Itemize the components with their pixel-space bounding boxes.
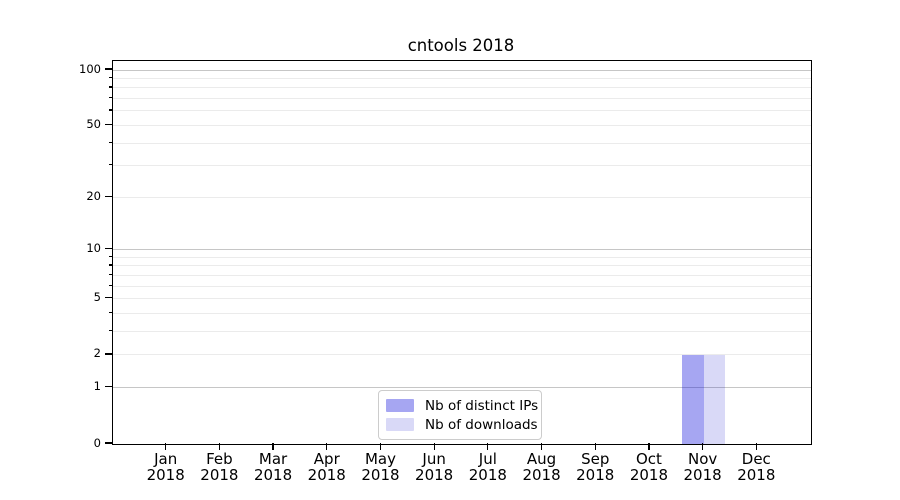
x-tick-mark <box>218 443 220 450</box>
x-tick-mark <box>379 443 382 450</box>
gridline-minor <box>113 110 811 112</box>
y-minor-tick-mark <box>109 141 112 143</box>
gridline-major <box>113 387 811 389</box>
gridline-minor <box>113 313 811 315</box>
x-tick-year: 2018 <box>253 465 293 484</box>
x-tick-year: 2018 <box>307 465 346 484</box>
x-tick-year: 2018 <box>522 465 561 484</box>
y-tick-label: 20 <box>86 188 101 203</box>
x-tick-label: Aug 2018 <box>513 451 571 484</box>
x-tick-mark <box>165 443 167 450</box>
y-minor-tick-mark <box>109 77 112 79</box>
x-tick-mark <box>326 443 328 450</box>
x-tick-year: 2018 <box>468 465 507 484</box>
y-minor-tick-mark <box>109 164 112 166</box>
y-tick-label: 0 <box>93 435 101 450</box>
x-tick-mark <box>594 443 596 450</box>
chart-title: cntools 2018 <box>407 36 515 55</box>
x-tick-label: Sep 2018 <box>566 451 624 484</box>
y-minor-tick-mark <box>109 330 112 332</box>
x-tick-mark <box>755 443 757 450</box>
y-tick-mark <box>105 297 112 299</box>
gridline-major <box>113 69 811 71</box>
x-tick-mark <box>272 443 274 450</box>
legend-swatch-downloads <box>386 418 414 431</box>
x-tick-mark <box>487 443 489 450</box>
y-minor-tick-mark <box>109 86 112 88</box>
y-minor-tick-mark <box>109 109 112 111</box>
legend-entry-downloads: Nb of downloads <box>386 415 538 434</box>
y-minor-tick-mark <box>109 284 112 287</box>
y-tick-label: 50 <box>86 116 101 131</box>
y-tick-mark <box>105 353 112 355</box>
gridline-minor <box>113 124 811 126</box>
gridline-major <box>113 249 811 251</box>
x-tick-label: Jun 2018 <box>405 451 463 484</box>
x-tick-label: Oct 2018 <box>620 451 678 484</box>
gridline-minor <box>113 275 811 277</box>
x-tick-year: 2018 <box>361 465 400 484</box>
legend-label-downloads: Nb of downloads <box>425 416 538 433</box>
gridline-minor <box>113 142 811 144</box>
legend: Nb of distinct IPs Nb of downloads <box>378 390 542 440</box>
gridline-minor <box>113 256 811 258</box>
y-tick-mark <box>105 195 112 197</box>
x-tick-label: May 2018 <box>351 451 409 484</box>
x-tick-mark <box>433 443 435 450</box>
y-minor-tick-mark <box>109 264 112 266</box>
gridline-minor <box>113 298 811 300</box>
x-tick-year: 2018 <box>200 465 239 484</box>
x-tick-mark <box>540 443 543 450</box>
gridline-minor <box>113 165 811 167</box>
y-minor-tick-mark <box>109 312 112 314</box>
x-tick-label: Jan 2018 <box>137 451 195 484</box>
legend-entry-distinct-ips: Nb of distinct IPs <box>386 396 538 415</box>
y-tick-label: 2 <box>93 346 101 361</box>
x-tick-year: 2018 <box>683 465 722 484</box>
y-tick-mark <box>105 123 112 126</box>
y-minor-tick-mark <box>109 97 112 99</box>
x-tick-label: Nov 2018 <box>674 451 732 484</box>
gridline-minor <box>113 196 811 198</box>
y-tick-label: 1 <box>93 379 101 394</box>
x-tick-year: 2018 <box>146 465 185 484</box>
legend-swatch-distinct-ips <box>386 399 414 412</box>
x-tick-year: 2018 <box>629 465 669 484</box>
bar-distinct-ips <box>682 354 704 444</box>
x-tick-year: 2018 <box>737 465 776 484</box>
gridline-minor <box>113 78 811 80</box>
y-minor-tick-mark <box>109 274 112 276</box>
x-tick-mark <box>702 443 704 450</box>
y-minor-tick-mark <box>109 255 112 258</box>
bar-downloads <box>703 354 726 444</box>
x-tick-label: Apr 2018 <box>298 451 356 484</box>
y-tick-mark <box>105 68 112 70</box>
gridline-minor <box>113 98 811 100</box>
y-tick-label: 100 <box>79 61 101 76</box>
y-tick-mark <box>105 442 112 444</box>
x-tick-mark <box>648 443 650 450</box>
x-tick-label: Dec 2018 <box>727 451 785 484</box>
y-tick-label: 5 <box>93 290 101 305</box>
legend-label-distinct-ips: Nb of distinct IPs <box>425 397 539 414</box>
y-tick-mark <box>105 248 112 250</box>
gridline-minor <box>113 285 811 287</box>
x-tick-label: Mar 2018 <box>244 451 302 484</box>
plot-area <box>112 60 812 445</box>
gridline-minor <box>113 87 811 89</box>
gridline-minor <box>113 265 811 267</box>
gridline-minor <box>113 354 811 356</box>
x-tick-year: 2018 <box>576 465 615 484</box>
gridline-minor <box>113 331 811 333</box>
x-tick-label: Feb 2018 <box>190 451 248 484</box>
y-tick-label: 10 <box>86 241 101 256</box>
x-tick-label: Jul 2018 <box>459 451 517 484</box>
x-tick-year: 2018 <box>415 465 454 484</box>
y-tick-mark <box>105 386 112 388</box>
